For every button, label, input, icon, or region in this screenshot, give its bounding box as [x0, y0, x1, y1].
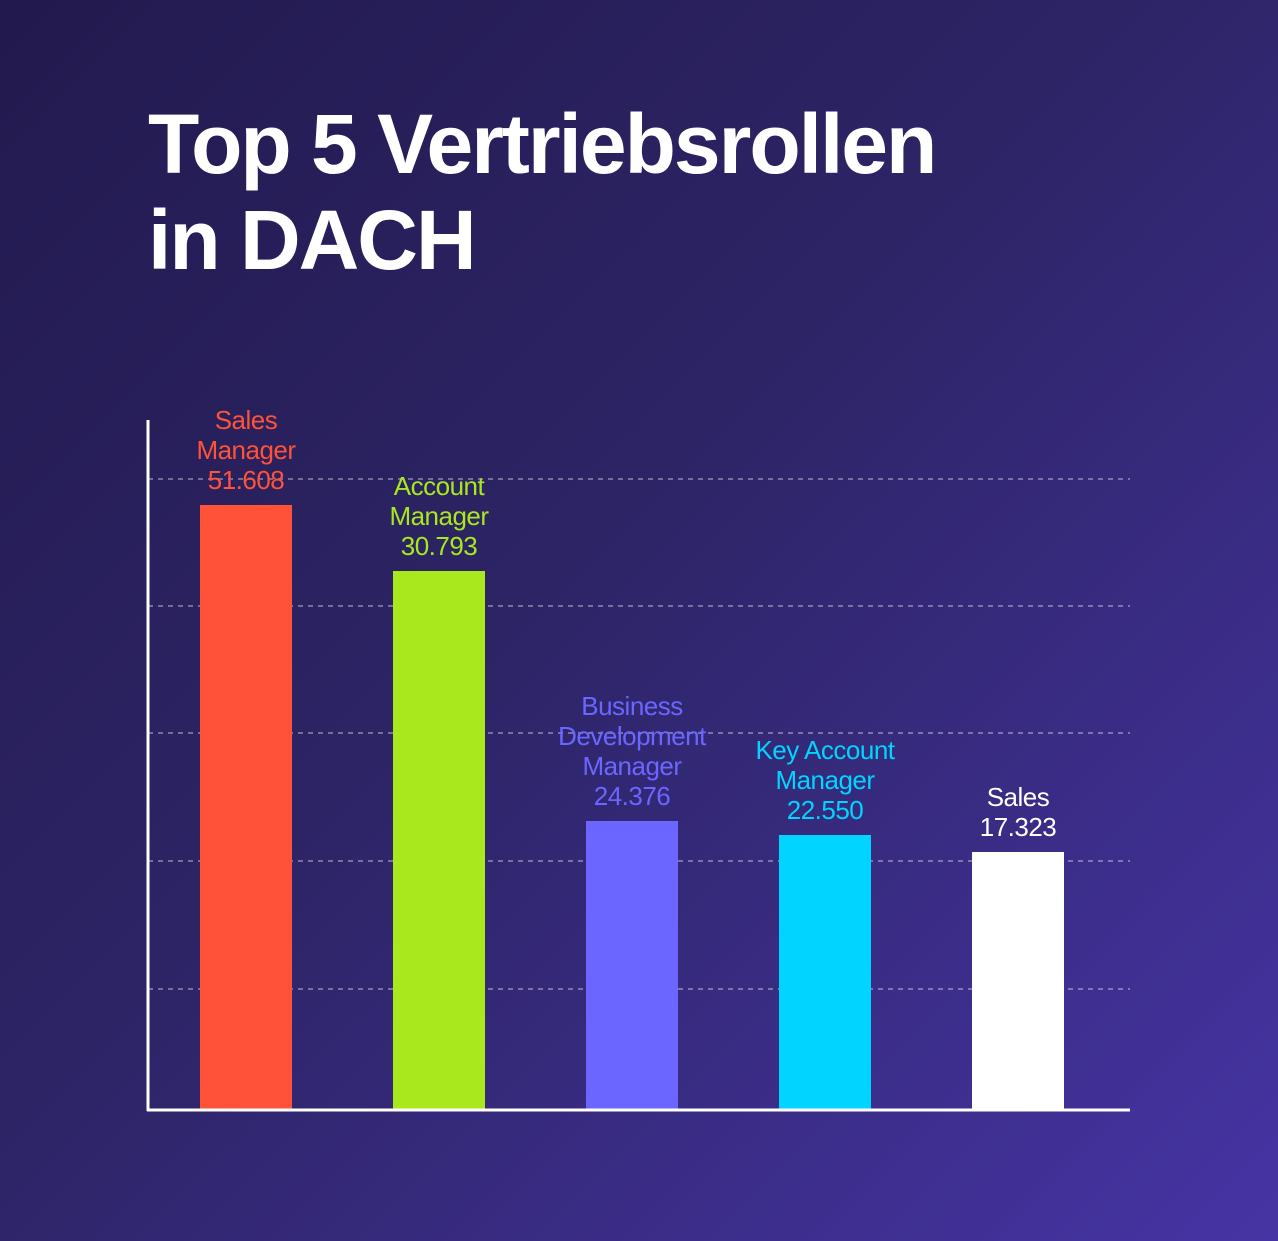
category-label: Manager [389, 501, 489, 531]
bar-3 [586, 821, 678, 1110]
value-label: 30.793 [400, 531, 478, 561]
category-label: Sales [986, 782, 1050, 812]
bar-5 [972, 852, 1064, 1110]
bar-label-2: Account Manager 30.793 [329, 471, 549, 561]
category-label: Manager [775, 765, 875, 795]
bar-2 [393, 571, 485, 1110]
bar-label-5: Sales 17.323 [908, 782, 1128, 842]
chart-title: Top 5 Vertriebsrollen in DACH [148, 96, 937, 288]
bar-label-3: Business Development Manager 24.376 [522, 691, 742, 811]
value-label: 17.323 [979, 812, 1057, 842]
chart-title-line-1: Top 5 Vertriebsrollen [148, 97, 937, 191]
chart-title-line-2: in DACH [148, 193, 477, 287]
bar-4 [779, 835, 871, 1110]
category-label: Account [393, 471, 485, 501]
bar-label-1: Sales Manager 51.608 [136, 405, 356, 495]
category-label: Key Account [755, 735, 895, 765]
value-label: 24.376 [593, 781, 671, 811]
bar-1 [200, 505, 292, 1110]
category-label: Sales [214, 405, 278, 435]
category-label: Manager [196, 435, 296, 465]
value-label: 51.608 [207, 465, 285, 495]
category-label: Business [581, 691, 683, 721]
value-label: 22.550 [786, 795, 864, 825]
bar-label-4: Key Account Manager 22.550 [715, 735, 935, 825]
category-label: Development [558, 721, 706, 751]
category-label: Manager [582, 751, 682, 781]
